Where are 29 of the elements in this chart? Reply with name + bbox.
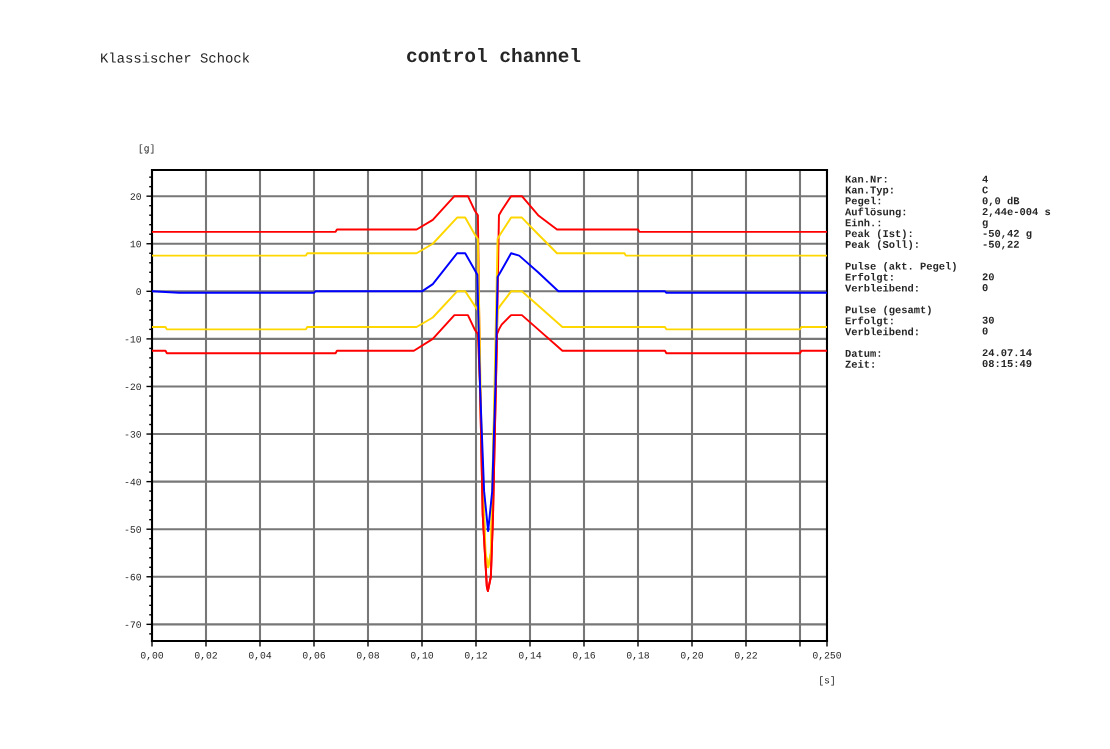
y-tick-label: -50 <box>125 526 141 533</box>
y-tick-label: 10 <box>130 240 141 248</box>
y-tick-label: 20 <box>130 193 141 200</box>
text: Kan.Nr: Kan.Typ: Pegel: Auflösung: Einh.: Peak (Ist): Peak (Soll): Pulse (akt. Pegel) Erfolgt: Verbleibend: Pulse (gesamt) Erfolgt: Verbleibend: Datum: Zeit: <box>845 175 956 368</box>
y-tick-label: 0 <box>136 288 141 295</box>
chart-subtitle: Klassischer Schock <box>101 52 250 63</box>
y-tick-label: -30 <box>125 431 141 438</box>
x-tick-label: 0,22 <box>734 651 757 661</box>
x-tick-label: 0,14 <box>518 651 542 661</box>
x-tick-label: 0,02 <box>194 651 217 661</box>
x-axis-title: [s] <box>820 676 834 686</box>
y-tick-label: -60 <box>125 573 141 581</box>
x-tick-label: 0,04 <box>248 651 272 661</box>
x-tick-label: 0,18 <box>626 651 650 661</box>
y-axis-title: [g] <box>139 144 154 154</box>
chart-title: control channel <box>407 47 581 63</box>
x-tick-label: 0,08 <box>356 651 380 661</box>
x-tick-label: 0,00 <box>140 651 164 661</box>
y-tick-label: -40 <box>125 478 141 486</box>
x-tick-label: 0,20 <box>680 651 704 661</box>
x-tick-label: 0,16 <box>572 651 596 661</box>
y-tick-label: -70 <box>125 621 141 628</box>
x-tick-label: 0,06 <box>302 651 326 661</box>
y-tick-label: -10 <box>125 335 141 343</box>
text: 4 C 0,0 dB 2,44e-004 s g -50,42 g -50,22 20 0 30 0 24.07.14 08:15:49 <box>982 175 1051 368</box>
y-tick-label: -20 <box>125 383 141 391</box>
x-tick-label: 0,250 <box>813 651 841 661</box>
x-tick-label: 0,10 <box>410 651 434 661</box>
x-tick-label: 0,12 <box>464 651 487 661</box>
